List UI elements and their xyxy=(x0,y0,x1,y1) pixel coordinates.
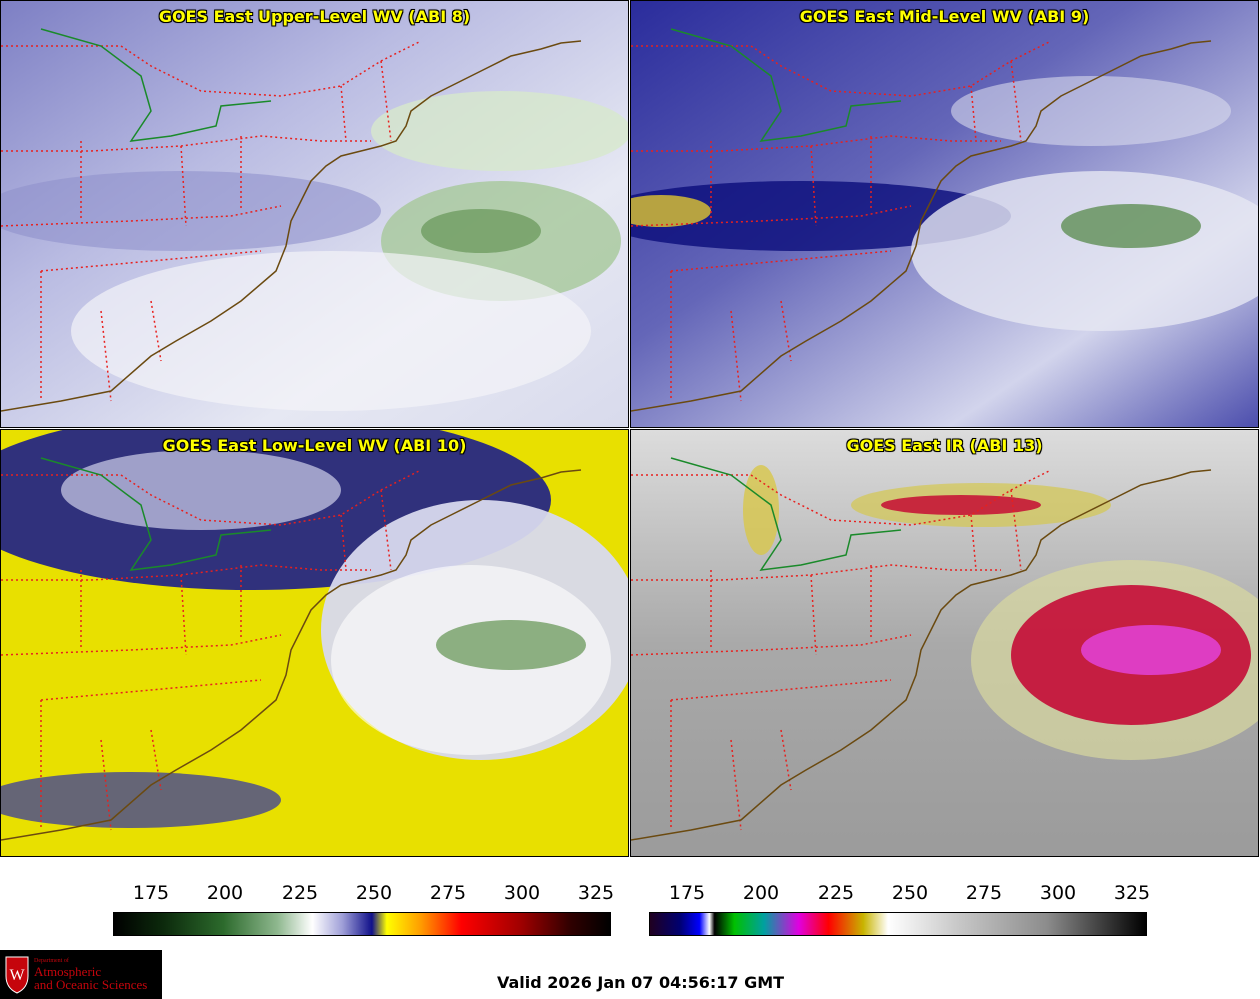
state-border xyxy=(631,469,1052,526)
panel-mid-wv: GOES East Mid-Level WV (ABI 9) xyxy=(630,0,1259,428)
wv-tick-label: 325 xyxy=(577,882,615,904)
state-border xyxy=(40,679,262,701)
panel-title-mid: GOES East Mid-Level WV (ABI 9) xyxy=(799,7,1090,26)
ir-tick-label: 300 xyxy=(1039,882,1077,904)
coastline xyxy=(1,40,582,412)
map-overlay xyxy=(631,457,1212,841)
coastline xyxy=(1,469,582,841)
state-border xyxy=(670,679,892,701)
ir-tick-label: 325 xyxy=(1113,882,1151,904)
state-border xyxy=(631,205,912,227)
lake-boundary xyxy=(670,28,902,142)
wv-colorbar xyxy=(113,912,611,936)
logo-line3: and Oceanic Sciences xyxy=(34,977,148,992)
lake-boundary xyxy=(40,28,272,142)
panel-title-ir: GOES East IR (ABI 13) xyxy=(846,436,1043,455)
mid-wv-imagery xyxy=(631,1,1258,427)
state-border xyxy=(340,60,392,142)
state-border xyxy=(80,565,242,656)
ir-colorbar-ticks: 175 200 225 250 275 300 325 xyxy=(649,882,1151,912)
state-border xyxy=(1,634,282,656)
state-border xyxy=(1,205,282,227)
panel-title-low: GOES East Low-Level WV (ABI 10) xyxy=(162,436,467,455)
state-border xyxy=(1,40,422,97)
ir-tick-label: 225 xyxy=(817,882,855,904)
wv-tick-label: 250 xyxy=(355,882,393,904)
state-border xyxy=(970,60,1022,142)
coastline xyxy=(631,469,1212,841)
wv-colorbar-ticks: 175 200 225 250 275 300 325 xyxy=(113,882,615,912)
map-overlay xyxy=(631,28,1212,412)
ir-imagery xyxy=(631,430,1258,856)
lake-boundary xyxy=(670,457,902,571)
state-border xyxy=(710,136,872,227)
panel-ir: GOES East IR (ABI 13) xyxy=(630,429,1259,857)
wv-tick-label: 275 xyxy=(429,882,467,904)
wv-tick-label: 225 xyxy=(281,882,319,904)
state-border xyxy=(670,250,892,272)
aos-logo: W Department of Atmospheric and Oceanic … xyxy=(0,950,162,999)
uw-crest-icon: W xyxy=(5,956,29,994)
logo-line2: Atmospheric xyxy=(34,964,102,979)
wv-tick-label: 200 xyxy=(206,882,244,904)
state-border xyxy=(631,135,1001,152)
ir-tick-label: 250 xyxy=(891,882,929,904)
ir-tick-label: 275 xyxy=(965,882,1003,904)
state-border xyxy=(1,135,371,152)
state-border xyxy=(710,565,872,656)
panel-low-wv: GOES East Low-Level WV (ABI 10) xyxy=(0,429,629,857)
state-border xyxy=(631,634,912,656)
state-border xyxy=(340,489,392,571)
panel-title-upper: GOES East Upper-Level WV (ABI 8) xyxy=(158,7,471,26)
valid-time: Valid 2026 Jan 07 04:56:17 GMT xyxy=(497,973,785,992)
wv-tick-label: 300 xyxy=(503,882,541,904)
panel-upper-wv: GOES East Upper-Level WV (ABI 8) xyxy=(0,0,629,428)
wv-tick-label: 175 xyxy=(132,882,170,904)
logo-line1: Department of xyxy=(34,958,69,964)
state-border xyxy=(631,40,1052,97)
coastline xyxy=(631,40,1212,412)
ir-tick-label: 200 xyxy=(742,882,780,904)
state-border xyxy=(631,564,1001,581)
ir-colorbar xyxy=(649,912,1147,936)
lake-boundary xyxy=(40,457,272,571)
low-wv-imagery xyxy=(1,430,628,856)
ir-tick-label: 175 xyxy=(668,882,706,904)
upper-wv-imagery xyxy=(1,1,628,427)
state-border xyxy=(1,564,371,581)
state-border xyxy=(970,489,1022,571)
map-overlay xyxy=(1,457,582,841)
map-overlay xyxy=(1,28,582,412)
svg-text:W: W xyxy=(9,967,25,984)
state-border xyxy=(80,136,242,227)
state-border xyxy=(40,250,262,272)
state-border xyxy=(1,469,422,526)
